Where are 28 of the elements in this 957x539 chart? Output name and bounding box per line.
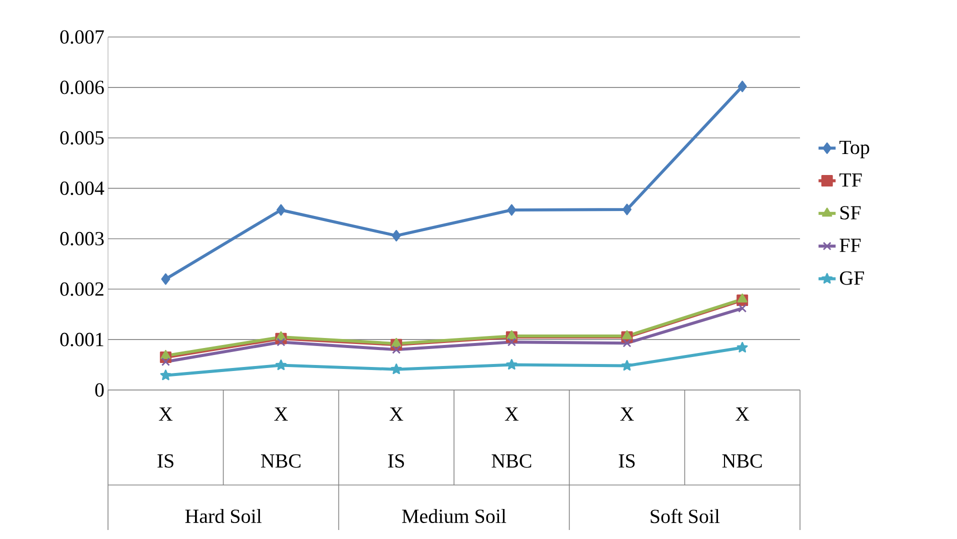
text: NBC	[492, 454, 532, 468]
legend-label: GF	[840, 271, 864, 285]
x-tick-label: X	[736, 408, 750, 421]
y-tick-label: 0	[95, 383, 104, 397]
text: Medium Soil	[402, 508, 506, 524]
y-tick-label: 0.006	[60, 80, 104, 94]
x-tick-label: X	[158, 408, 173, 421]
text: IS	[158, 454, 174, 468]
legend-label: Top	[839, 140, 870, 158]
y-tick-label: 0.003	[60, 232, 104, 246]
text: Hard Soil	[185, 508, 262, 524]
y-tick-label: 0.002	[60, 282, 104, 296]
y-tick-label: 0.007	[60, 30, 104, 44]
y-tick-label: 0.005	[60, 131, 104, 145]
text: NBC	[261, 454, 300, 468]
x-tick-label: X	[274, 408, 288, 421]
text: NBC	[722, 454, 762, 468]
x-tick-label: X	[504, 408, 519, 421]
text: IS	[388, 454, 404, 468]
y-tick-label: 0.004	[60, 182, 104, 196]
text: IS	[618, 454, 635, 468]
x-tick-label: X	[620, 408, 634, 421]
legend-label: TF	[839, 173, 862, 187]
legend-label: SF	[840, 206, 861, 220]
legend-label: FF	[840, 238, 861, 252]
y-tick-label: 0.001	[60, 332, 104, 346]
x-tick-label: X	[390, 408, 404, 421]
text: Soft Soil	[650, 508, 720, 524]
